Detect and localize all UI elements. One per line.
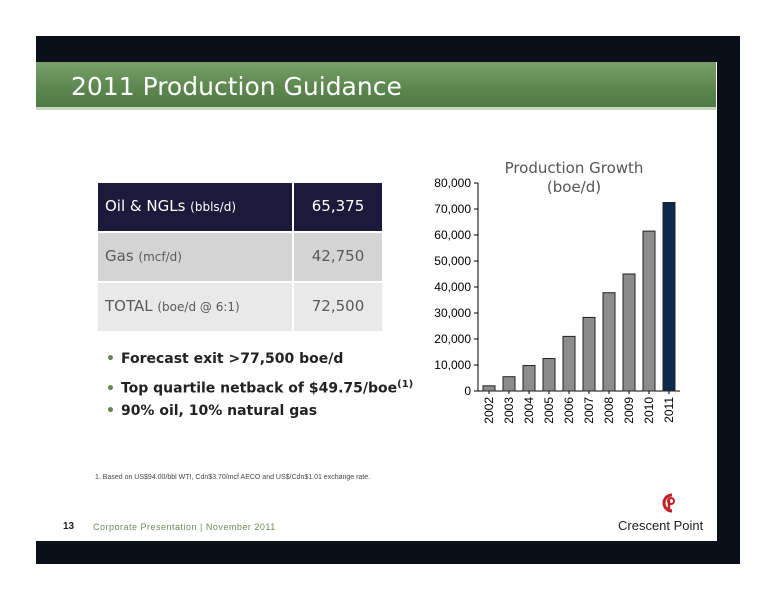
- x-tick-label: 2004: [522, 397, 536, 424]
- bullet-dot-icon: •: [106, 380, 115, 397]
- bar-2005: [542, 358, 556, 392]
- y-tick-label: 40,000: [434, 280, 471, 294]
- x-tick-label: 2011: [662, 397, 676, 423]
- bar-2009: [622, 273, 636, 392]
- footnote-ref: (1): [397, 379, 414, 390]
- row-unit: (mcf/d): [138, 250, 182, 264]
- cell-divider: [292, 283, 294, 331]
- y-tick-label: 30,000: [434, 306, 471, 320]
- logo-text: Crescent Point: [618, 518, 704, 533]
- row-value: 42,750: [311, 247, 365, 265]
- chart-title: Production Growth (boe/d): [494, 159, 654, 197]
- bar-2002: [482, 385, 496, 392]
- production-growth-chart: 0 10,000 20,000 30,000 40,000 50,000 60,000 70,…: [434, 176, 680, 424]
- row-label: TOTAL: [105, 297, 153, 315]
- title-bar: 2011 Production Guidance: [36, 62, 716, 110]
- x-tick-label: 2009: [622, 397, 636, 424]
- row-value: 65,375: [311, 197, 365, 215]
- bar-2003: [502, 376, 516, 392]
- y-tick-label: 70,000: [434, 202, 471, 216]
- row-label: Gas: [105, 247, 134, 265]
- slide-title: 2011 Production Guidance: [71, 72, 402, 101]
- table-row-oil: Oil & NGLs (bbls/d) 65,375: [98, 183, 382, 233]
- bar-2007: [582, 316, 596, 392]
- bar-2008: [602, 292, 616, 392]
- y-tick-label: 50,000: [434, 254, 471, 268]
- bullet-dot-icon: •: [106, 403, 115, 419]
- y-tick-label: 0: [464, 384, 471, 398]
- x-tick-label: 2007: [582, 397, 596, 424]
- cell-divider: [292, 233, 294, 281]
- x-tick-label: 2006: [562, 397, 576, 424]
- footer-label: Corporate Presentation | November 2011: [93, 522, 276, 532]
- row-label: Oil & NGLs: [105, 197, 186, 215]
- bullet-item: • 90% oil, 10% natural gas: [106, 403, 318, 419]
- table-row-total: TOTAL (boe/d @ 6:1) 72,500: [98, 283, 382, 333]
- x-tick-label: 2005: [542, 397, 556, 424]
- bullet-dot-icon: •: [106, 351, 115, 367]
- chart-subtitle: (boe/d): [546, 178, 602, 196]
- bar-2004: [522, 365, 536, 392]
- row-value: 72,500: [311, 297, 365, 315]
- x-tick-label: 2003: [502, 397, 516, 424]
- row-unit: (boe/d @ 6:1): [157, 300, 240, 314]
- bar-2006: [562, 335, 576, 392]
- y-tick-label: 10,000: [434, 358, 471, 372]
- bullet-item: • Top quartile netback of $49.75/boe(1): [106, 379, 414, 397]
- x-tick-label: 2010: [642, 397, 656, 424]
- bar-2011: [662, 202, 676, 392]
- bullet-item: • Forecast exit >77,500 boe/d: [106, 351, 344, 367]
- y-tick-label: 80,000: [434, 176, 471, 190]
- table-row-gas: Gas (mcf/d) 42,750: [98, 233, 382, 283]
- guidance-table: Oil & NGLs (bbls/d) 65,375 Gas (mcf/d) 4…: [98, 183, 382, 333]
- page-number: 13: [63, 521, 75, 532]
- y-tick-label: 60,000: [434, 228, 471, 242]
- y-tick-label: 20,000: [434, 332, 471, 346]
- row-unit: (bbls/d): [190, 200, 237, 214]
- bullet-list: • Forecast exit >77,500 boe/d • Top quarti…: [106, 346, 413, 424]
- footnote: 1. Based on US$94.00/bbl WTI, Cdn$3.70/m…: [95, 474, 371, 481]
- x-tick-label: 2008: [602, 397, 616, 424]
- crescent-point-logo-icon: [662, 493, 675, 513]
- cell-divider: [292, 183, 294, 231]
- bar-2010: [642, 230, 656, 392]
- x-tick-label: 2002: [482, 397, 496, 424]
